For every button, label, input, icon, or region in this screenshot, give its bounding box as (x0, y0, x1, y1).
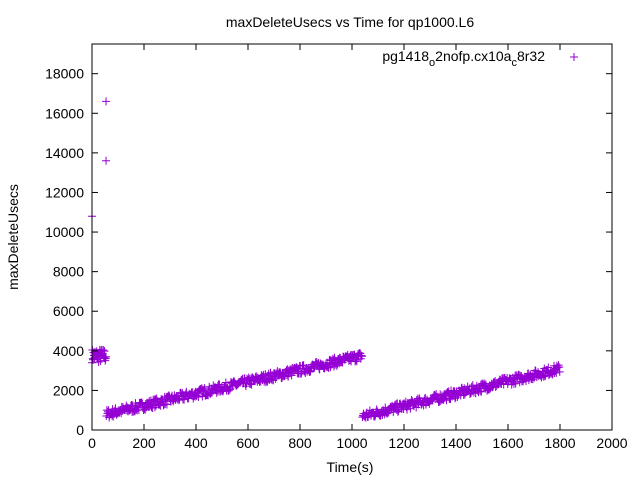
data-point (544, 363, 553, 372)
data-point (259, 370, 268, 379)
data-point (552, 368, 561, 377)
y-tick-label: 14000 (45, 145, 84, 161)
x-tick-label: 1400 (440, 435, 471, 451)
data-point (539, 372, 548, 381)
y-tick-label: 4000 (53, 343, 84, 359)
x-tick-label: 2000 (596, 435, 627, 451)
data-points (88, 97, 564, 422)
data-point (476, 387, 485, 396)
data-point (477, 387, 486, 396)
data-point (554, 361, 563, 370)
x-tick-label: 1800 (544, 435, 575, 451)
data-point (102, 352, 111, 361)
chart-title: maxDeleteUsecs vs Time for qp1000.L6 (226, 14, 474, 30)
x-tick-label: 600 (236, 435, 260, 451)
y-axis-ticks: 0 2000 4000 6000 8000 10000 12000 14000 16000 180… (45, 66, 612, 438)
data-point (102, 156, 111, 165)
data-point (555, 363, 564, 372)
data-point (357, 352, 366, 361)
data-point (200, 384, 209, 393)
y-tick-label: 2000 (53, 382, 84, 398)
legend-marker-plus (570, 53, 578, 61)
data-point (306, 367, 315, 376)
data-point (208, 388, 217, 397)
y-tick-label: 10000 (45, 224, 84, 240)
data-point (94, 357, 103, 366)
legend: pg1418o2nofp.cx10ac8r32 (382, 48, 578, 69)
data-point (333, 360, 342, 369)
y-axis-label: maxDeleteUsecs (5, 184, 21, 290)
x-tick-label: 200 (132, 435, 156, 451)
data-point (284, 372, 293, 381)
data-point (555, 367, 564, 376)
data-point (481, 380, 490, 389)
data-point (357, 351, 366, 360)
data-point (140, 405, 149, 414)
data-point (246, 379, 255, 388)
data-point (511, 379, 520, 388)
data-point (218, 387, 227, 396)
data-point (174, 396, 183, 405)
x-axis-label: Time(s) (327, 459, 374, 475)
data-point (403, 405, 412, 414)
data-point (138, 399, 147, 408)
data-point (305, 367, 314, 376)
data-point (268, 375, 277, 384)
y-tick-label: 16000 (45, 105, 84, 121)
legend-marker (570, 53, 578, 61)
x-tick-label: 0 (88, 435, 96, 451)
data-point (394, 407, 403, 416)
data-point (247, 380, 256, 389)
data-point (99, 346, 108, 355)
y-tick-label: 8000 (53, 264, 84, 280)
data-point (162, 400, 171, 409)
data-point (221, 378, 230, 387)
data-point (192, 391, 201, 400)
x-tick-label: 1000 (336, 435, 367, 451)
data-point (352, 357, 361, 366)
x-tick-label: 1200 (388, 435, 419, 451)
x-tick-label: 400 (184, 435, 208, 451)
data-point (271, 374, 280, 383)
x-axis-ticks: 0 200 400 600 800 1000 1200 1400 1600 1800 2000 (88, 44, 628, 451)
data-point (469, 388, 478, 397)
data-point (159, 401, 168, 410)
y-tick-label: 6000 (53, 303, 84, 319)
data-point (100, 347, 109, 356)
legend-label: pg1418o2nofp.cx10ac8r32 (382, 48, 545, 69)
data-point (111, 404, 120, 413)
y-tick-label: 18000 (45, 66, 84, 82)
data-point (352, 355, 361, 364)
x-tick-label: 800 (288, 435, 312, 451)
y-tick-label: 0 (76, 422, 84, 438)
y-tick-label: 12000 (45, 184, 84, 200)
data-point (102, 97, 111, 106)
x-tick-label: 1600 (492, 435, 523, 451)
